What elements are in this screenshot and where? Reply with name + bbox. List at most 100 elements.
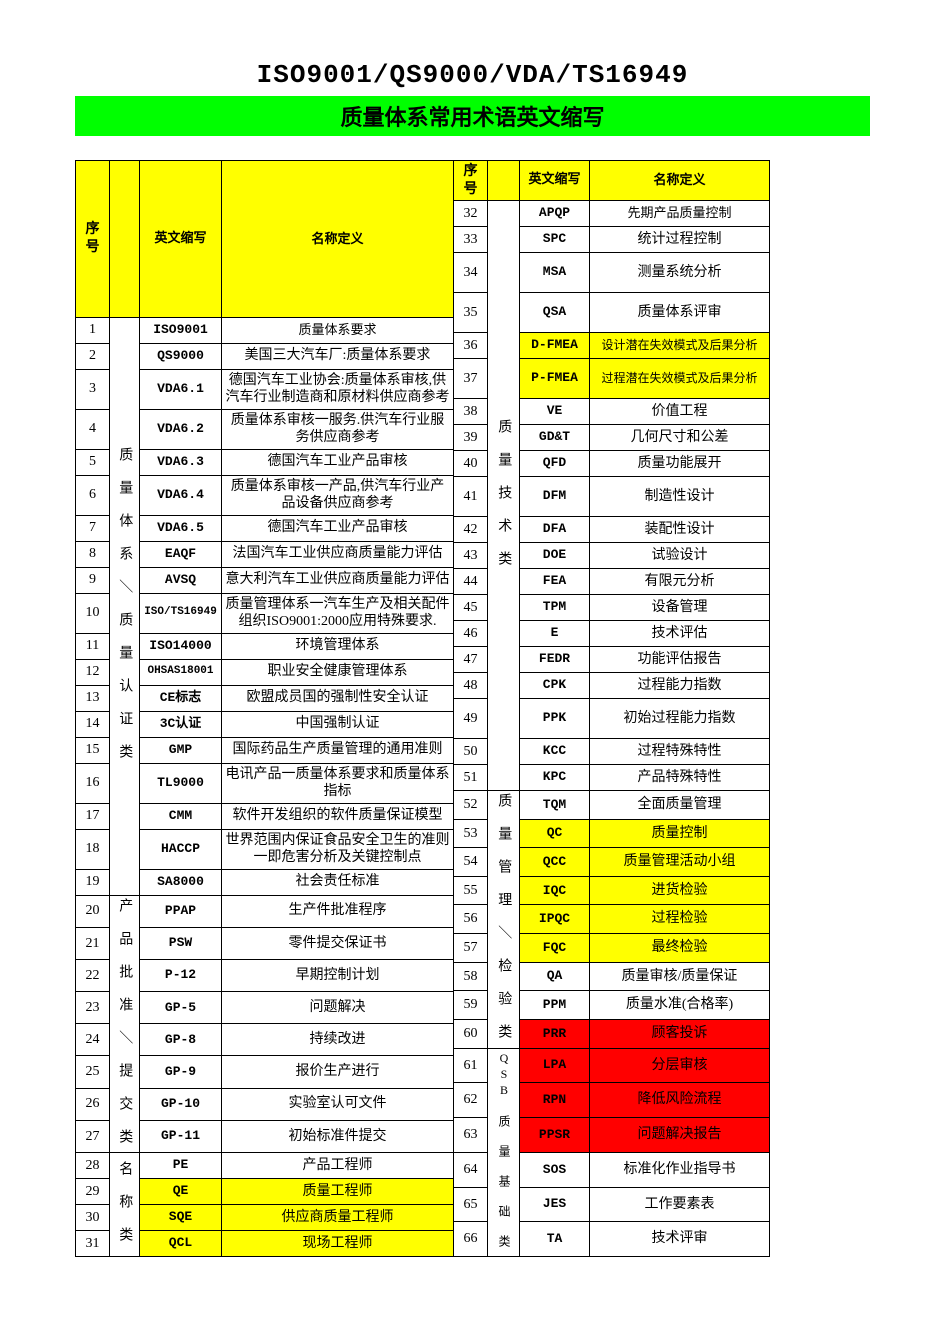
table-cell: 32: [454, 201, 488, 227]
table-cell: 24: [76, 1024, 110, 1056]
category-cell: 产 品 批 准 ＼ 提 交 类: [110, 895, 140, 1153]
table-cell: 40: [454, 451, 488, 477]
table-cell: 过程能力指数: [590, 673, 770, 699]
header-seq: 序 号: [76, 161, 110, 318]
table-cell: 技术评估: [590, 621, 770, 647]
table-cell: DOE: [520, 543, 590, 569]
table-cell: VDA6.4: [140, 475, 222, 515]
table-cell: 职业安全健康管理体系: [222, 659, 454, 685]
table-cell: 19: [76, 869, 110, 895]
table-cell: PPK: [520, 699, 590, 739]
table-cell: 28: [76, 1153, 110, 1179]
table-cell: 质量管理体系一汽车生产及相关配件组织ISO9001:2000应用特殊要求.: [222, 593, 454, 633]
table-cell: P-FMEA: [520, 359, 590, 399]
table-cell: QCC: [520, 848, 590, 877]
table-cell: 61: [454, 1048, 488, 1083]
table-cell: 测量系统分析: [590, 253, 770, 293]
table-cell: CE标志: [140, 685, 222, 711]
table-cell: 德国汽车工业协会:质量体系审核,供汽车行业制造商和原材料供应商参考: [222, 369, 454, 409]
table-cell: 38: [454, 399, 488, 425]
table-cell: 25: [76, 1056, 110, 1088]
table-cell: 58: [454, 962, 488, 991]
table-cell: 23: [76, 992, 110, 1024]
table-cell: 设备管理: [590, 595, 770, 621]
table-cell: 49: [454, 699, 488, 739]
table-cell: 63: [454, 1118, 488, 1153]
table-cell: 31: [76, 1231, 110, 1257]
page-title: ISO9001/QS9000/VDA/TS16949: [75, 60, 870, 90]
table-cell: IQC: [520, 876, 590, 905]
table-cell: 质量控制: [590, 819, 770, 848]
table-cell: 62: [454, 1083, 488, 1118]
table-cell: 环境管理体系: [222, 633, 454, 659]
table-cell: 制造性设计: [590, 477, 770, 517]
table-cell: 13: [76, 685, 110, 711]
table-cell: 软件开发组织的软件质量保证模型: [222, 803, 454, 829]
table-cell: 实验室认可文件: [222, 1088, 454, 1120]
header-seq: 序 号: [454, 161, 488, 201]
table-cell: 15: [76, 737, 110, 763]
table-cell: 44: [454, 569, 488, 595]
table-cell: 过程潜在失效模式及后果分析: [590, 359, 770, 399]
table-cell: 3: [76, 369, 110, 409]
table-cell: QCL: [140, 1231, 222, 1257]
table-cell: 质量管理活动小组: [590, 848, 770, 877]
table-cell: 20: [76, 895, 110, 927]
table-cell: GP-10: [140, 1088, 222, 1120]
table-cell: 最终检验: [590, 934, 770, 963]
table-cell: 质量功能展开: [590, 451, 770, 477]
table-cell: 意大利汽车工业供应商质量能力评估: [222, 567, 454, 593]
table-cell: KPC: [520, 765, 590, 791]
table-cell: 6: [76, 475, 110, 515]
category-cell: 名 称 类: [110, 1153, 140, 1257]
table-cell: 22: [76, 959, 110, 991]
table-cell: 进货检验: [590, 876, 770, 905]
table-cell: 51: [454, 765, 488, 791]
table-cell: 64: [454, 1152, 488, 1187]
table-cell: GP-11: [140, 1120, 222, 1152]
table-cell: GP-9: [140, 1056, 222, 1088]
table-cell: GD&T: [520, 425, 590, 451]
table-cell: 装配性设计: [590, 517, 770, 543]
table-cell: RPN: [520, 1083, 590, 1118]
table-cell: 设计潜在失效模式及后果分析: [590, 333, 770, 359]
table-cell: 供应商质量工程师: [222, 1205, 454, 1231]
table-cell: TL9000: [140, 763, 222, 803]
table-cell: 过程特殊特性: [590, 739, 770, 765]
table-cell: 问题解决报告: [590, 1118, 770, 1153]
header-def: 名称定义: [590, 161, 770, 201]
table-cell: 持续改进: [222, 1024, 454, 1056]
table-cell: KCC: [520, 739, 590, 765]
table-cell: VE: [520, 399, 590, 425]
table-cell: VDA6.2: [140, 409, 222, 449]
table-cell: FQC: [520, 934, 590, 963]
table-cell: 社会责任标准: [222, 869, 454, 895]
table-cell: 中国强制认证: [222, 711, 454, 737]
table-cell: AVSQ: [140, 567, 222, 593]
table-cell: 产品特殊特性: [590, 765, 770, 791]
table-cell: 2: [76, 343, 110, 369]
table-cell: 57: [454, 934, 488, 963]
table-cell: IPQC: [520, 905, 590, 934]
table-cell: 过程检验: [590, 905, 770, 934]
table-cell: 零件提交保证书: [222, 927, 454, 959]
table-cell: 有限元分析: [590, 569, 770, 595]
table-cell: E: [520, 621, 590, 647]
table-cell: 1: [76, 317, 110, 343]
table-cell: 全面质量管理: [590, 791, 770, 820]
table-cell: 质量体系要求: [222, 317, 454, 343]
table-cell: 统计过程控制: [590, 227, 770, 253]
table-cell: 10: [76, 593, 110, 633]
table-cell: 29: [76, 1179, 110, 1205]
table-cell: 早期控制计划: [222, 959, 454, 991]
table-cell: PPAP: [140, 895, 222, 927]
table-cell: 质量水准(合格率): [590, 991, 770, 1020]
table-cell: VDA6.1: [140, 369, 222, 409]
table-cell: 11: [76, 633, 110, 659]
table-cell: 8: [76, 541, 110, 567]
table-cell: 33: [454, 227, 488, 253]
table-cell: 产品工程师: [222, 1153, 454, 1179]
table-cell: 质量体系审核一产品,供汽车行业产品设备供应商参考: [222, 475, 454, 515]
table-cell: FEA: [520, 569, 590, 595]
table-cell: DFM: [520, 477, 590, 517]
